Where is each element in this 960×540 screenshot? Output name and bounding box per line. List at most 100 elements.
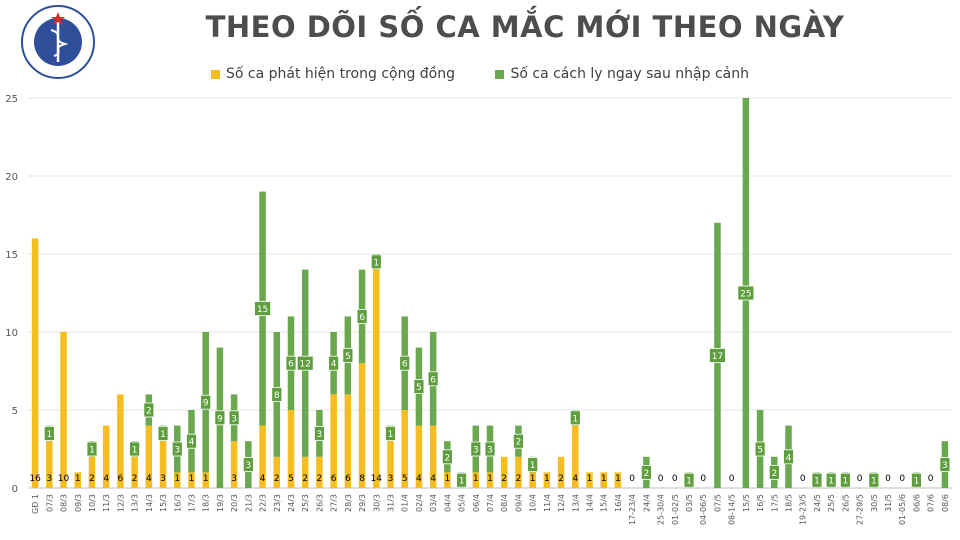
data-label-box-quarantine	[296, 355, 314, 371]
data-label-quarantine: 1	[89, 446, 95, 456]
data-label-quarantine: 1	[46, 430, 52, 440]
bar-community	[188, 472, 195, 488]
data-label-box-quarantine	[328, 355, 340, 371]
bar-community	[60, 332, 67, 488]
data-label-community: 0	[928, 474, 934, 484]
data-label-quarantine: 1	[814, 477, 820, 487]
x-tick-label: 15/3	[159, 494, 168, 512]
bar-community	[273, 456, 281, 488]
y-tick-label: 20	[5, 172, 18, 183]
data-label-box-quarantine	[839, 472, 851, 488]
data-label-quarantine: 25	[740, 290, 751, 300]
data-label-community: 2	[516, 474, 522, 484]
data-label-box-quarantine	[171, 441, 183, 457]
x-tick-label: 24/4	[642, 494, 651, 512]
data-label-quarantine: 4	[331, 360, 337, 370]
data-label-community: 0	[629, 474, 635, 484]
x-tick-label: 01/4	[401, 494, 410, 512]
data-label-box-quarantine	[271, 386, 283, 402]
data-label-quarantine: 1	[871, 477, 877, 487]
legend-label-quarantine: Số ca cách ly ngay sau nhập cảnh	[510, 66, 749, 82]
data-label-community: 10	[58, 474, 70, 484]
data-label-quarantine: 6	[359, 313, 365, 323]
legend-swatch-quarantine	[495, 69, 505, 79]
data-label-community: 0	[899, 474, 905, 484]
x-tick-label: 20/3	[230, 494, 239, 512]
data-label-quarantine: 6	[288, 360, 294, 370]
data-label-quarantine: 5	[757, 446, 763, 456]
data-label-box-quarantine	[939, 457, 951, 473]
data-label-quarantine: 1	[459, 477, 465, 487]
bar-community	[131, 456, 138, 488]
data-label-box-quarantine	[811, 472, 823, 488]
bar-community	[543, 472, 551, 488]
x-tick-label: 27-29/5	[856, 494, 865, 525]
data-label-quarantine: 4	[189, 438, 195, 448]
data-label-quarantine: 1	[530, 461, 536, 471]
data-label-community: 0	[700, 474, 706, 484]
data-label-box-quarantine	[254, 301, 271, 317]
data-label-box-quarantine	[342, 347, 354, 363]
x-tick-label: 17/5	[770, 494, 779, 512]
bar-community	[500, 456, 508, 488]
bar-community	[202, 472, 209, 488]
data-label-box-quarantine	[356, 308, 368, 324]
x-tick-label: 04/4	[443, 494, 452, 512]
data-label-community: 2	[302, 474, 308, 484]
bar-community	[330, 394, 337, 488]
bar-community	[429, 425, 437, 488]
data-label-community: 1	[189, 474, 195, 484]
x-tick-label: 01-05/6	[898, 494, 907, 525]
bar-community	[117, 394, 124, 488]
data-label-community: 5	[288, 474, 294, 484]
data-label-box-quarantine	[456, 472, 467, 488]
data-label-box-quarantine	[427, 371, 439, 387]
x-tick-label: 22/3	[259, 494, 268, 512]
bar-community	[344, 394, 352, 488]
x-tick-label: 16/5	[756, 494, 765, 512]
x-tick-label: 18/5	[785, 494, 794, 512]
x-tick-label: 08/6	[941, 494, 950, 512]
x-tick-label: 31/3	[386, 494, 395, 512]
data-label-quarantine: 17	[712, 352, 723, 362]
data-label-quarantine: 2	[146, 407, 152, 417]
data-label-community: 3	[388, 474, 394, 484]
data-label-box-quarantine	[911, 472, 922, 488]
bar-community	[373, 269, 380, 488]
data-label-quarantine: 1	[914, 477, 920, 487]
y-tick-label: 25	[5, 94, 18, 105]
x-tick-label: 05/4	[458, 494, 467, 512]
x-tick-label: 11/3	[102, 494, 111, 512]
legend-label-community: Số ca phát hiện trong cộng đồng	[226, 66, 456, 82]
x-tick-label: 26/5	[841, 494, 850, 512]
x-tick-label: 23/3	[273, 494, 282, 512]
bar-community	[614, 472, 622, 488]
data-label-box-quarantine	[129, 441, 141, 457]
data-label-box-quarantine	[569, 410, 581, 426]
data-label-box-quarantine	[242, 457, 254, 473]
bar-community	[74, 472, 82, 488]
x-tick-label: 07/5	[713, 494, 722, 512]
x-tick-label: 25-30/4	[657, 494, 666, 525]
data-label-quarantine: 1	[686, 477, 692, 487]
data-label-box-quarantine	[783, 449, 794, 465]
data-label-box-quarantine	[285, 355, 297, 371]
data-label-community: 1	[473, 474, 479, 484]
data-label-quarantine: 2	[644, 469, 650, 479]
data-label-quarantine: 1	[373, 258, 379, 268]
x-tick-label: 28/3	[344, 494, 353, 512]
bar-community	[46, 441, 53, 488]
chart-title: THEO DÕI SỐ CA MẮC MỚI THEO NGÀY	[205, 10, 845, 44]
x-tick-label: 26/3	[315, 494, 324, 512]
bar-community	[159, 441, 167, 488]
data-label-quarantine: 3	[231, 414, 237, 424]
data-label-quarantine: 3	[473, 446, 479, 456]
data-label-community: 1	[487, 474, 493, 484]
data-label-box-quarantine	[825, 472, 837, 488]
x-tick-label: 07/6	[927, 494, 936, 512]
x-tick-label: 08/4	[500, 494, 509, 512]
bar-community	[102, 425, 110, 488]
data-label-community: 3	[46, 474, 52, 484]
data-label-quarantine: 1	[132, 446, 138, 456]
